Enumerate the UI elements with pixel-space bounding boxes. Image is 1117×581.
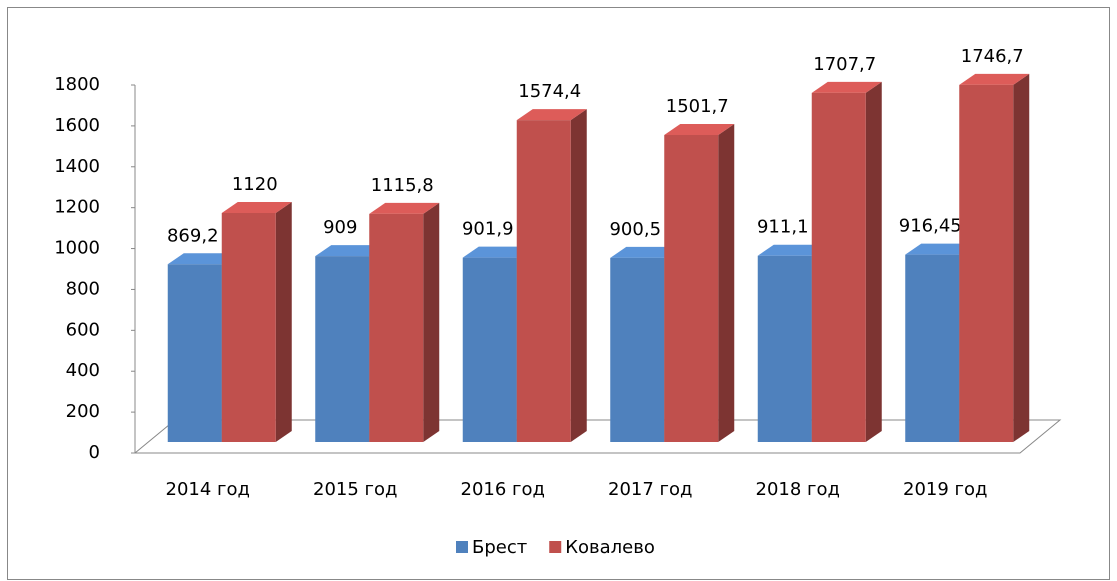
y-tick-label: 800 <box>66 278 100 299</box>
bar-face <box>462 246 533 258</box>
bar-face <box>1013 73 1030 443</box>
bar-face <box>369 213 424 442</box>
x-tick-label: 2015 год <box>313 479 397 500</box>
y-tick-label: 1400 <box>54 156 100 177</box>
value-label: 869,2 <box>167 225 219 246</box>
legend-swatch <box>549 541 562 553</box>
bar-face <box>811 81 882 93</box>
bar-face <box>757 244 828 256</box>
bar-face <box>757 255 812 442</box>
x-tick-label: 2017 год <box>608 479 692 500</box>
bar-face <box>315 245 386 257</box>
bar-face <box>315 256 370 442</box>
value-label: 900,5 <box>609 219 661 240</box>
bar-face <box>423 202 440 442</box>
y-tick-label: 400 <box>66 360 100 381</box>
bar <box>959 73 1030 443</box>
legend-label: Брест <box>472 537 527 558</box>
bar-face <box>462 257 517 442</box>
bar-face <box>610 257 665 442</box>
bar <box>221 202 292 442</box>
bar-face <box>905 254 960 442</box>
x-tick-label: 2018 год <box>756 479 840 500</box>
y-tick-label: 200 <box>66 401 100 422</box>
bar-face <box>570 109 587 442</box>
value-label: 1501,7 <box>666 96 729 117</box>
y-tick-label: 1800 <box>54 74 100 95</box>
bar-face <box>905 243 976 255</box>
y-tick-label: 600 <box>66 319 100 340</box>
value-label: 911,1 <box>757 217 809 238</box>
y-tick-label: 0 <box>89 442 100 463</box>
value-label: 1574,4 <box>518 81 581 102</box>
bar-face <box>718 123 735 442</box>
bar-face <box>167 264 222 442</box>
x-tick-label: 2019 год <box>903 479 987 500</box>
bar-face <box>664 134 719 442</box>
bar-face <box>221 202 292 214</box>
bar-face <box>167 253 238 265</box>
bar <box>811 81 882 442</box>
value-label: 909 <box>323 217 357 238</box>
bar-face <box>221 213 276 442</box>
value-label: 1115,8 <box>371 175 434 196</box>
value-label: 1707,7 <box>813 54 876 75</box>
bar-face <box>811 92 866 442</box>
value-label: 901,9 <box>462 219 514 240</box>
legend-swatch <box>456 541 468 553</box>
bar-face <box>865 81 882 442</box>
bar-face <box>610 246 681 258</box>
bar-face <box>275 202 292 442</box>
floor <box>133 419 1062 454</box>
x-tick-label: 2016 год <box>461 479 545 500</box>
y-tick-label: 1600 <box>54 115 100 136</box>
bar <box>664 123 735 442</box>
bar-face <box>516 120 571 442</box>
bar <box>369 202 440 442</box>
bar-face <box>959 73 1030 85</box>
bar-face <box>516 109 587 121</box>
y-tick-label: 1000 <box>54 238 100 259</box>
y-tick-label: 1200 <box>54 197 100 218</box>
value-label: 1746,7 <box>961 46 1024 67</box>
value-label: 916,45 <box>899 216 962 237</box>
bar <box>516 109 587 442</box>
value-label: 1120 <box>232 174 278 195</box>
bar-face <box>959 84 1014 443</box>
x-tick-label: 2014 год <box>166 479 250 500</box>
bar-face <box>664 123 735 135</box>
bar-face <box>369 202 440 214</box>
legend-label: Ковалево <box>565 537 655 558</box>
